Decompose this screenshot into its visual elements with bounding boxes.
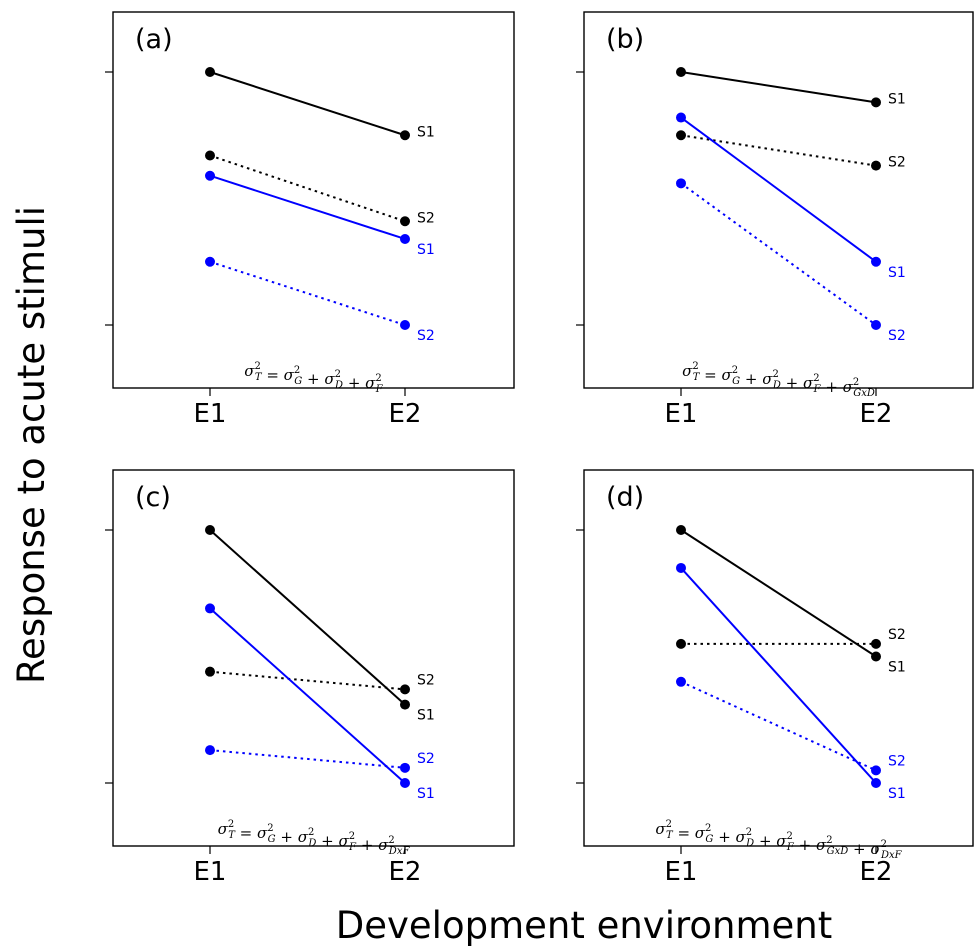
data-point <box>676 525 686 535</box>
series-line-black-s1 <box>680 71 877 104</box>
data-point <box>400 216 410 227</box>
variance-formula: σ2 T = σ2 G + σ2 D + σ2 F + σ2 GxD <box>682 361 875 399</box>
panel-frame <box>112 11 515 389</box>
series-end-label: S1 <box>417 242 435 258</box>
x-axis-title: Development environment <box>336 904 832 947</box>
data-point <box>205 67 215 77</box>
data-point <box>205 603 215 614</box>
panel-b: E1 E2 (b) S1 S2 S1 S2 σ2 T = σ2 G + σ2 D + σ2 F + σ… <box>576 11 974 429</box>
data-point <box>871 320 881 330</box>
series-line-blue-s1 <box>209 607 406 784</box>
series-end-label: S2 <box>888 753 906 769</box>
series-end-label: S2 <box>417 751 435 767</box>
series-line-blue-s2 <box>680 182 877 326</box>
series-line-blue-s2 <box>680 680 877 772</box>
x-tick-label: E2 <box>860 857 893 887</box>
data-point <box>400 778 410 788</box>
panel-c: E1 E2 (c) S1 S2 S1 S2 σ2 T = σ2 G + σ2 D + σ2 F + σ… <box>105 469 515 887</box>
data-point <box>400 684 410 695</box>
y-axis-title: Response to acute stimuli <box>10 206 53 684</box>
data-point <box>676 112 686 123</box>
panel-d: E1 E2 (d) S1 S2 S1 S2 σ2 T = σ2 G + σ2 D + σ2 F + σ… <box>576 469 974 887</box>
series-line-blue-s2 <box>209 749 406 769</box>
series-end-label: S1 <box>888 786 906 802</box>
x-tick-label: E1 <box>665 399 698 429</box>
x-tick-label: E1 <box>665 857 698 887</box>
series-end-label: S1 <box>417 124 435 140</box>
data-point <box>205 745 215 756</box>
series-end-label: S2 <box>417 210 435 226</box>
data-point <box>400 233 410 244</box>
series-end-label: S1 <box>888 660 906 676</box>
x-tick-label: E1 <box>194 857 227 887</box>
series-line-black-s2 <box>209 154 406 223</box>
data-point <box>871 765 881 776</box>
variance-formula: σ2 T = σ2 G + σ2 D + σ2 F + σ2 GxD + σ2 DxF <box>655 819 902 861</box>
series-end-label: S1 <box>417 786 435 802</box>
data-point <box>205 525 215 535</box>
panel-label: (b) <box>606 24 644 55</box>
series-line-black-s1 <box>680 529 877 658</box>
data-point <box>400 762 410 773</box>
series-line-blue-s1 <box>680 116 877 263</box>
x-tick-label: E2 <box>389 399 422 429</box>
series-line-black-s2 <box>209 670 406 691</box>
series-line-black-s1 <box>209 71 406 137</box>
data-point <box>205 150 215 161</box>
panels: E1 E2 (a) S1 S2 S1 S2 σ2 T = σ2 G + σ2 D + σ2 F E1 E2… <box>105 11 974 887</box>
x-tick-label: E1 <box>194 399 227 429</box>
series-end-label: S1 <box>888 265 906 281</box>
data-point <box>871 638 881 649</box>
panel-frame <box>112 469 515 847</box>
x-tick-label: E2 <box>389 857 422 887</box>
panel-label: (c) <box>135 482 171 513</box>
data-point <box>871 160 881 171</box>
series-line-blue-s2 <box>209 260 406 326</box>
data-point <box>871 256 881 267</box>
data-point <box>871 778 881 788</box>
series-end-label: S1 <box>417 708 435 724</box>
panel-frame <box>583 11 974 389</box>
series-end-label: S2 <box>888 328 906 344</box>
data-point <box>871 97 881 108</box>
data-point <box>676 67 686 77</box>
variance-formula: σ2 T = σ2 G + σ2 D + σ2 F + σ2 DxF <box>218 819 411 857</box>
data-point <box>205 170 215 181</box>
series-line-black-s2 <box>680 134 877 167</box>
data-point <box>676 676 686 687</box>
series-end-label: S1 <box>888 91 906 107</box>
series-line-black-s1 <box>209 529 406 706</box>
data-point <box>676 178 686 189</box>
panel-frame <box>583 469 974 847</box>
data-point <box>676 130 686 141</box>
series-end-label: S2 <box>888 627 906 643</box>
panel-a: E1 E2 (a) S1 S2 S1 S2 σ2 T = σ2 G + σ2 D + σ2 F <box>105 11 515 429</box>
data-point <box>400 699 410 710</box>
series-line-blue-s1 <box>209 174 406 240</box>
variance-formula: σ2 T = σ2 G + σ2 D + σ2 F <box>244 361 384 395</box>
data-point <box>400 130 410 141</box>
data-point <box>676 638 686 649</box>
series-end-label: S2 <box>888 155 906 171</box>
series-line-blue-s1 <box>680 567 877 784</box>
panel-label: (a) <box>135 24 173 55</box>
data-point <box>676 562 686 573</box>
series-end-label: S2 <box>417 672 435 688</box>
x-tick-label: E2 <box>860 399 893 429</box>
data-point <box>205 666 215 677</box>
series-end-label: S2 <box>417 328 435 344</box>
data-point <box>871 651 881 662</box>
panel-label: (d) <box>606 482 644 513</box>
data-point <box>400 320 410 330</box>
data-point <box>205 256 215 267</box>
